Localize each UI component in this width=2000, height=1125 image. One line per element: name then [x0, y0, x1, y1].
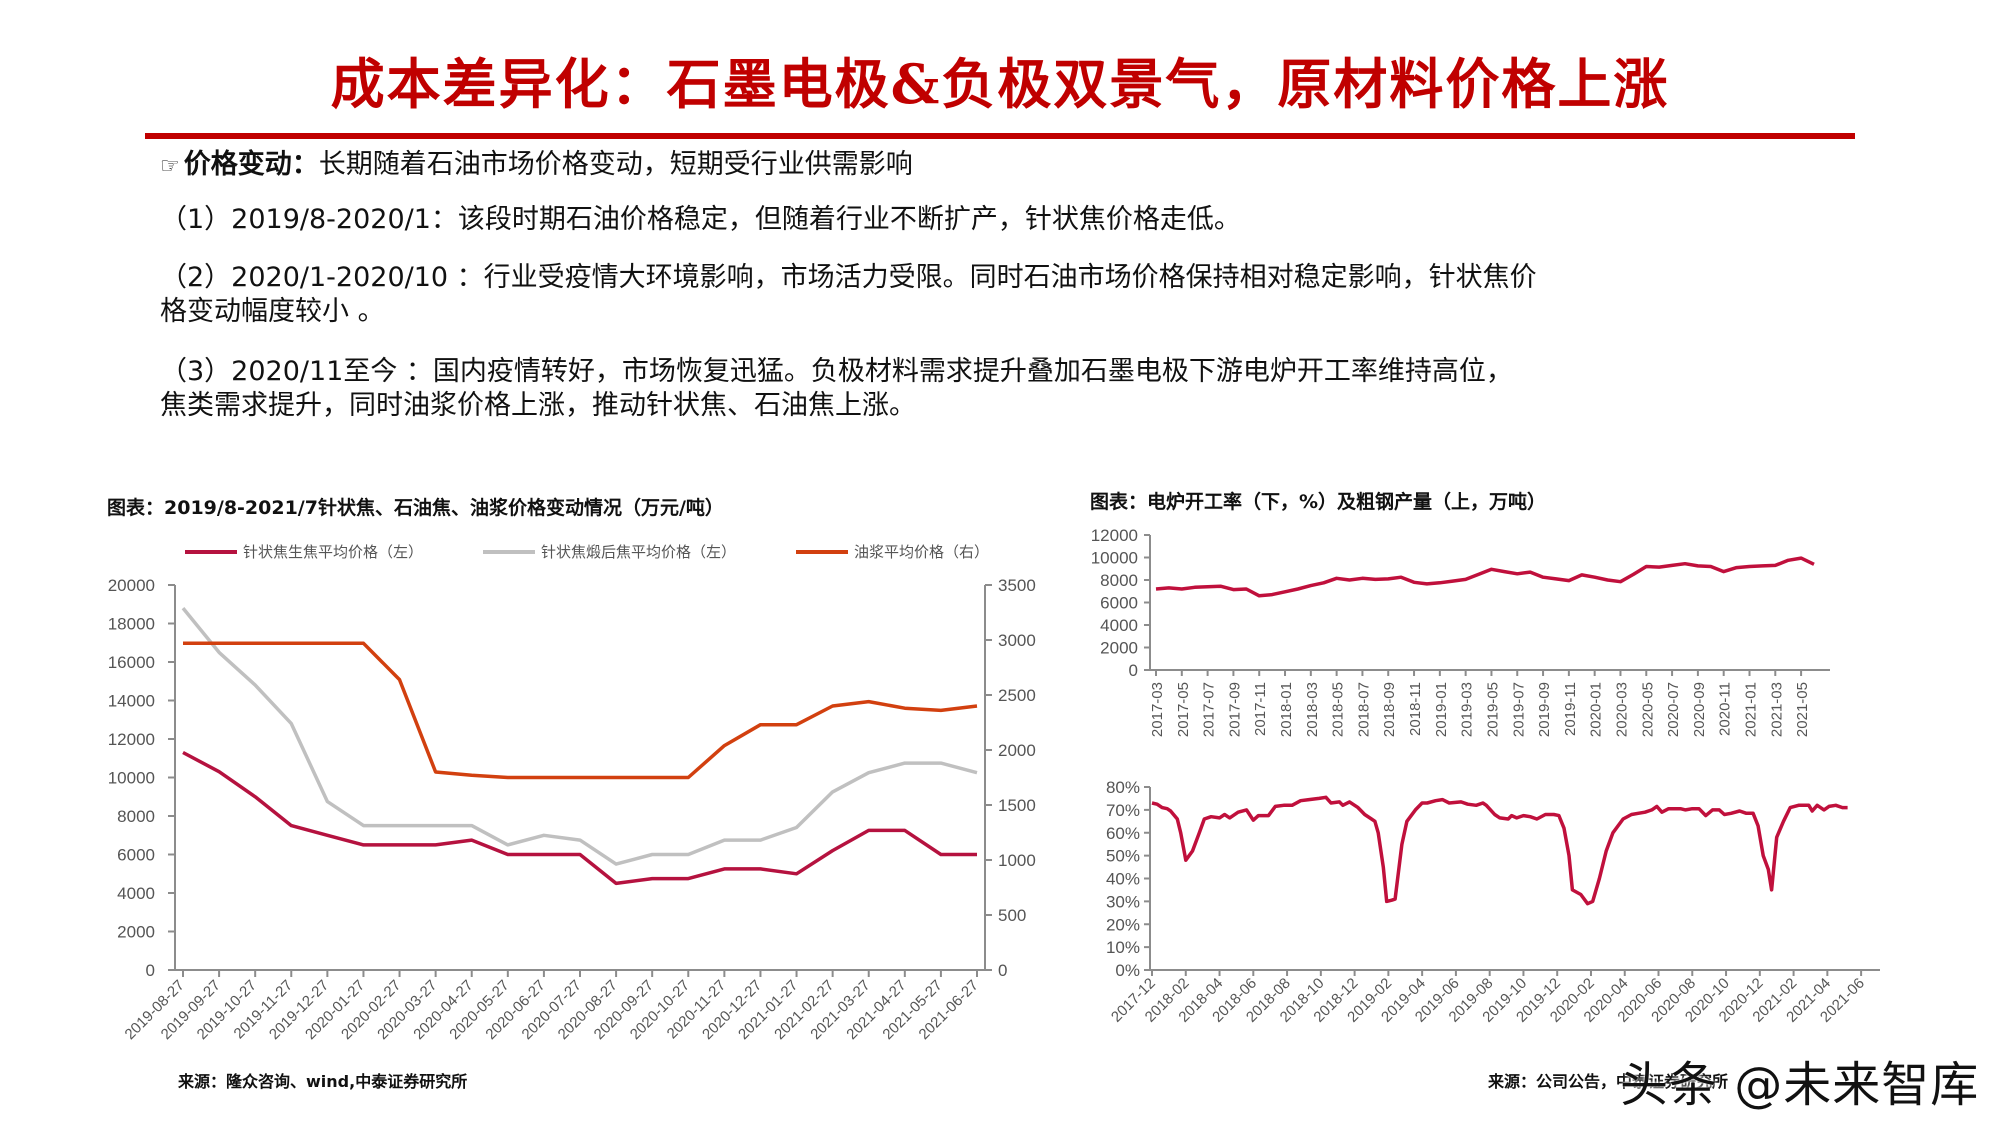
y2-tick-label: 500 — [998, 906, 1026, 925]
legend-swatch — [185, 549, 237, 554]
y2-tick-label: 2500 — [998, 686, 1036, 705]
x-tick-label: 2017-05 — [1175, 682, 1192, 737]
x-tick-label: 2019-05 — [1484, 682, 1501, 737]
x-tick-label: 2017-03 — [1149, 682, 1166, 737]
y-tick-label: 0 — [1129, 661, 1138, 680]
paragraph-3-line-1: （3）2020/11至今 ：国内疫情转好，市场恢复迅猛。负极材料需求提升叠加石墨… — [160, 356, 1513, 387]
x-tick-label: 2019-09 — [1536, 682, 1553, 737]
y-tick-label: 50% — [1106, 847, 1140, 866]
y-tick-label: 10000 — [108, 769, 155, 788]
price-series-line-0 — [182, 750, 977, 886]
x-tick-label: 2020-11 — [1717, 682, 1734, 736]
y2-tick-label: 3000 — [998, 631, 1036, 650]
right-chart-source: 来源：公司公告，中泰证券研究所 — [1488, 1072, 1729, 1091]
price-series-line-2 — [183, 641, 978, 780]
paragraph-1: （1）2019/8-2020/1：该段时期石油价格稳定，但随着行业不断扩产，针状… — [160, 204, 1241, 235]
x-tick-label: 2018-11 — [1407, 682, 1424, 736]
x-tick-label: 2018-03 — [1304, 682, 1321, 737]
paragraph-2-line-2: 格变动幅度较小 。 — [160, 296, 385, 327]
page-title: 成本差异化：石墨电极&负极双景气，原材料价格上涨 — [330, 52, 1670, 116]
price-change-heading: ☞ 价格变动：长期随着石油市场价格变动，短期受行业供需影响 — [160, 148, 913, 184]
left-chart-source: 来源：隆众咨询、wind,中泰证券研究所 — [178, 1072, 468, 1091]
y-tick-label: 16000 — [108, 653, 155, 672]
steel-chart-axes: 0 2000 4000 6000 8000 10000 12000 2017-03 2017-0… — [1091, 526, 1830, 737]
legend-item-raw-needle-coke: 针状焦生焦平均价格（左） — [185, 541, 423, 562]
x-tick-label: 2018-07 — [1355, 682, 1372, 737]
x-tick-label: 2017-11 — [1252, 682, 1269, 736]
x-tick-label: 2017-09 — [1226, 682, 1243, 737]
x-tick-label: 2020-03 — [1613, 682, 1630, 737]
y-tick-label: 60% — [1106, 824, 1140, 843]
price-series-line-1 — [181, 606, 978, 866]
left-chart-title: 图表：2019/8-2021/7针状焦、石油焦、油浆价格变动情况（万元/吨） — [107, 497, 724, 519]
y-tick-label: 8000 — [117, 807, 155, 826]
y2-tick-label: 1500 — [998, 796, 1036, 815]
y2-tick-label: 0 — [998, 961, 1007, 980]
y-tick-label: 10000 — [1091, 549, 1138, 568]
legend-label: 针状焦煅后焦平均价格（左） — [541, 543, 737, 561]
y-tick-label: 4000 — [1100, 616, 1138, 635]
pointing-hand-icon: ☞ — [160, 154, 180, 179]
y-tick-label: 6000 — [117, 846, 155, 865]
x-tick-label: 2018-09 — [1381, 682, 1398, 737]
legend-item-calcined-needle-coke: 针状焦煅后焦平均价格（左） — [483, 541, 736, 562]
x-tick-label: 2018-05 — [1330, 682, 1347, 737]
x-tick-label: 2020-05 — [1639, 682, 1656, 737]
y2-tick-label: 2000 — [998, 741, 1036, 760]
y-tick-label: 80% — [1106, 778, 1140, 797]
heading-bold-label: 价格变动： — [183, 149, 319, 180]
watermark: 头条 @未来智库 — [1620, 1057, 1980, 1113]
y-tick-label: 70% — [1106, 801, 1140, 820]
y-tick-label: 20000 — [108, 576, 155, 595]
y-tick-label: 2000 — [117, 923, 155, 942]
x-tick-label: 2020-09 — [1691, 682, 1708, 737]
y-tick-label: 12000 — [1091, 526, 1138, 545]
x-tick-label: 2017-07 — [1201, 682, 1218, 737]
y-tick-label: 2000 — [1100, 639, 1138, 658]
eaf-rate-line — [1151, 795, 1848, 906]
y-tick-label: 6000 — [1100, 594, 1138, 613]
x-tick-label: 2020-07 — [1665, 682, 1682, 737]
legend-swatch — [796, 549, 849, 554]
paragraph-3-line-2: 焦类需求提升，同时油浆价格上涨，推动针状焦、石油焦上涨。 — [160, 390, 916, 421]
y2-tick-label: 3500 — [998, 576, 1036, 595]
y-tick-label: 4000 — [117, 884, 155, 903]
x-tick-label: 2019-03 — [1459, 682, 1476, 737]
x-tick-label: 2019-01 — [1433, 682, 1450, 737]
x-tick-label: 2021-01 — [1742, 682, 1759, 737]
x-tick-label: 2018-01 — [1278, 682, 1295, 737]
legend-label: 油浆平均价格（右） — [854, 543, 990, 561]
y-tick-label: 8000 — [1100, 571, 1138, 590]
y-tick-label: 40% — [1106, 870, 1140, 889]
steel-output-line — [1155, 556, 1815, 598]
y-tick-label: 10% — [1106, 938, 1140, 957]
y-tick-label: 18000 — [108, 615, 155, 634]
y-tick-label: 0 — [146, 961, 155, 980]
price-chart-axes: 0200040006000800010000120001400016000180… — [108, 576, 1036, 1043]
legend-label: 针状焦生焦平均价格（左） — [243, 543, 424, 561]
y-tick-label: 0% — [1115, 961, 1140, 980]
y-tick-label: 30% — [1106, 892, 1140, 911]
x-tick-label: 2019-11 — [1562, 682, 1579, 736]
right-chart-title: 图表：电炉开工率（下，%）及粗钢产量（上，万吨） — [1090, 491, 1547, 513]
y-tick-label: 12000 — [108, 730, 155, 749]
x-tick-label: 2020-01 — [1588, 682, 1605, 737]
x-tick-label: 2019-07 — [1510, 682, 1527, 737]
title-divider — [145, 133, 1855, 139]
left-chart-legend: 针状焦生焦平均价格（左） 针状焦煅后焦平均价格（左） 油浆平均价格（右） — [185, 541, 989, 562]
legend-swatch — [483, 549, 536, 554]
x-tick-label: 2021-05 — [1794, 682, 1811, 737]
heading-rest-text: 长期随着石油市场价格变动，短期受行业供需影响 — [318, 149, 913, 180]
y2-tick-label: 1000 — [998, 851, 1036, 870]
paragraph-2-line-1: （2）2020/1-2020/10 ：行业受疫情大环境影响，市场活力受限。同时石… — [160, 262, 1537, 293]
legend-item-slurry-oil: 油浆平均价格（右） — [796, 541, 989, 562]
y-tick-label: 14000 — [108, 692, 155, 711]
y-tick-label: 20% — [1106, 915, 1140, 934]
x-tick-label: 2021-03 — [1768, 682, 1785, 737]
